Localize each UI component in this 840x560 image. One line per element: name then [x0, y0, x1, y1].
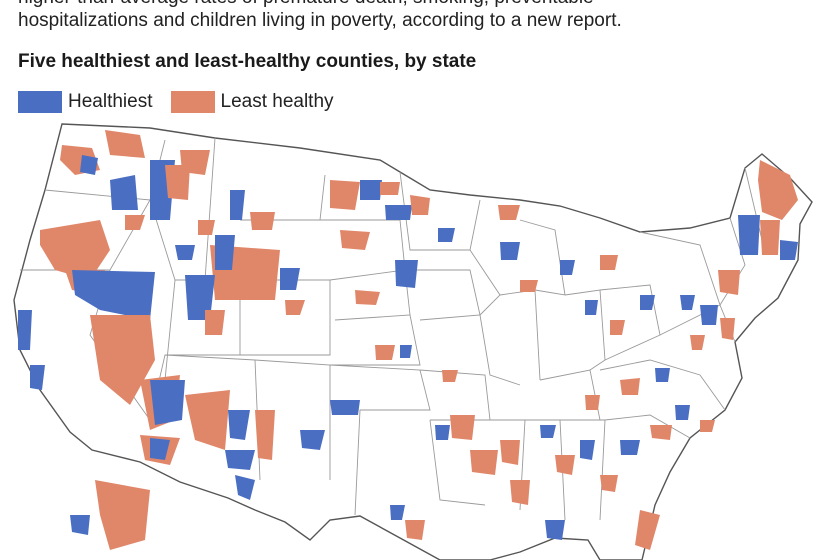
- least-healthy-county-region: [285, 300, 305, 315]
- healthiest-county-region: [560, 260, 575, 275]
- legend-label-least-healthy: Least healthy: [220, 91, 334, 112]
- healthiest-county-region: [390, 505, 405, 520]
- legend-item-healthiest: Healthiest: [18, 91, 153, 113]
- least-healthy-county-region: [720, 318, 735, 340]
- least-healthy-county-region: [760, 220, 780, 255]
- least-healthy-county-region: [380, 182, 400, 195]
- least-healthy-county-region: [520, 280, 538, 292]
- least-healthy-county-region: [95, 480, 150, 550]
- least-healthy-county-region: [650, 425, 672, 440]
- healthiest-county-region: [30, 365, 45, 390]
- least-healthy-county-region: [500, 440, 520, 465]
- us-county-map: [13, 123, 813, 560]
- healthiest-county-region: [185, 275, 215, 320]
- healthiest-county-region: [70, 515, 90, 535]
- least-healthy-county-region: [180, 150, 210, 175]
- least-healthy-county-region: [600, 475, 618, 492]
- healthiest-county-region: [545, 520, 565, 540]
- healthiest-county-region: [620, 440, 640, 455]
- legend-swatch-healthiest: [18, 91, 62, 113]
- least-healthy-county-region: [330, 180, 360, 210]
- least-healthy-county-region: [600, 255, 618, 270]
- healthiest-county-region: [500, 242, 520, 260]
- healthiest-county-region: [580, 440, 595, 460]
- legend-label-healthiest: Healthiest: [68, 91, 153, 112]
- least-healthy-county-region: [405, 520, 425, 540]
- healthiest-county-region: [80, 155, 98, 175]
- healthiest-county-region: [360, 180, 382, 200]
- least-healthy-county-region: [165, 165, 190, 200]
- healthiest-county-region: [395, 260, 418, 288]
- least-healthy-county-region: [410, 195, 430, 215]
- healthiest-county-region: [330, 400, 360, 415]
- least-healthy-county-region: [700, 420, 715, 432]
- least-healthy-county-region: [718, 270, 740, 295]
- map-subtitle: Five healthiest and least-healthy counti…: [18, 51, 477, 72]
- healthiest-county-region: [228, 410, 250, 440]
- least-healthy-county-region: [610, 320, 625, 335]
- least-healthy-county-region: [205, 310, 225, 335]
- least-healthy-county-region: [555, 455, 575, 475]
- intro-line-2: hospitalizations and children living in …: [18, 10, 622, 31]
- healthiest-county-region: [438, 228, 455, 242]
- healthiest-county-region: [150, 380, 185, 425]
- county-regions: [18, 130, 798, 550]
- least-healthy-county-region: [40, 220, 110, 280]
- us-outline: [13, 123, 813, 560]
- healthiest-county-region: [225, 450, 255, 470]
- healthiest-county-region: [435, 425, 450, 440]
- least-healthy-county-region: [340, 230, 370, 250]
- least-healthy-county-region: [198, 220, 215, 235]
- legend: Healthiest Least healthy: [18, 89, 352, 115]
- least-healthy-county-region: [758, 160, 798, 220]
- least-healthy-county-region: [105, 130, 145, 158]
- least-healthy-county-region: [620, 378, 640, 395]
- least-healthy-county-region: [470, 450, 498, 475]
- healthiest-county-region: [585, 300, 598, 315]
- healthiest-county-region: [385, 205, 412, 220]
- healthiest-county-region: [738, 215, 760, 255]
- least-healthy-county-region: [442, 370, 458, 382]
- healthiest-county-region: [640, 295, 655, 310]
- healthiest-county-region: [110, 175, 138, 210]
- healthiest-county-region: [300, 430, 325, 450]
- healthiest-county-region: [230, 190, 245, 220]
- least-healthy-county-region: [125, 215, 145, 230]
- least-healthy-county-region: [510, 480, 530, 505]
- legend-swatch-least-healthy: [170, 91, 215, 113]
- healthiest-county-region: [175, 245, 195, 260]
- healthiest-county-region: [18, 310, 32, 350]
- healthiest-county-region: [400, 345, 412, 358]
- healthiest-county-region: [72, 270, 155, 320]
- least-healthy-county-region: [498, 205, 520, 220]
- legend-item-least-healthy: Least healthy: [170, 91, 334, 113]
- healthiest-county-region: [700, 305, 718, 325]
- intro-line-1: higher-than-average rates of premature d…: [18, 0, 833, 9]
- least-healthy-county-region: [585, 395, 600, 410]
- healthiest-county-region: [215, 235, 235, 270]
- intro-text: higher-than-average rates of premature d…: [18, 0, 833, 32]
- healthiest-county-region: [675, 405, 690, 420]
- healthiest-county-region: [655, 368, 670, 382]
- least-healthy-county-region: [635, 510, 660, 550]
- healthiest-county-region: [150, 438, 170, 460]
- least-healthy-county-region: [185, 390, 230, 450]
- healthiest-county-region: [280, 268, 300, 290]
- least-healthy-county-region: [375, 345, 395, 360]
- healthiest-county-region: [235, 475, 255, 500]
- healthiest-county-region: [680, 295, 695, 310]
- least-healthy-county-region: [355, 290, 380, 305]
- least-healthy-county-region: [90, 315, 155, 405]
- least-healthy-county-region: [255, 410, 275, 460]
- least-healthy-county-region: [690, 335, 705, 350]
- healthiest-county-region: [540, 425, 556, 438]
- least-healthy-county-region: [250, 212, 275, 230]
- healthiest-county-region: [780, 240, 798, 260]
- least-healthy-county-region: [450, 415, 475, 440]
